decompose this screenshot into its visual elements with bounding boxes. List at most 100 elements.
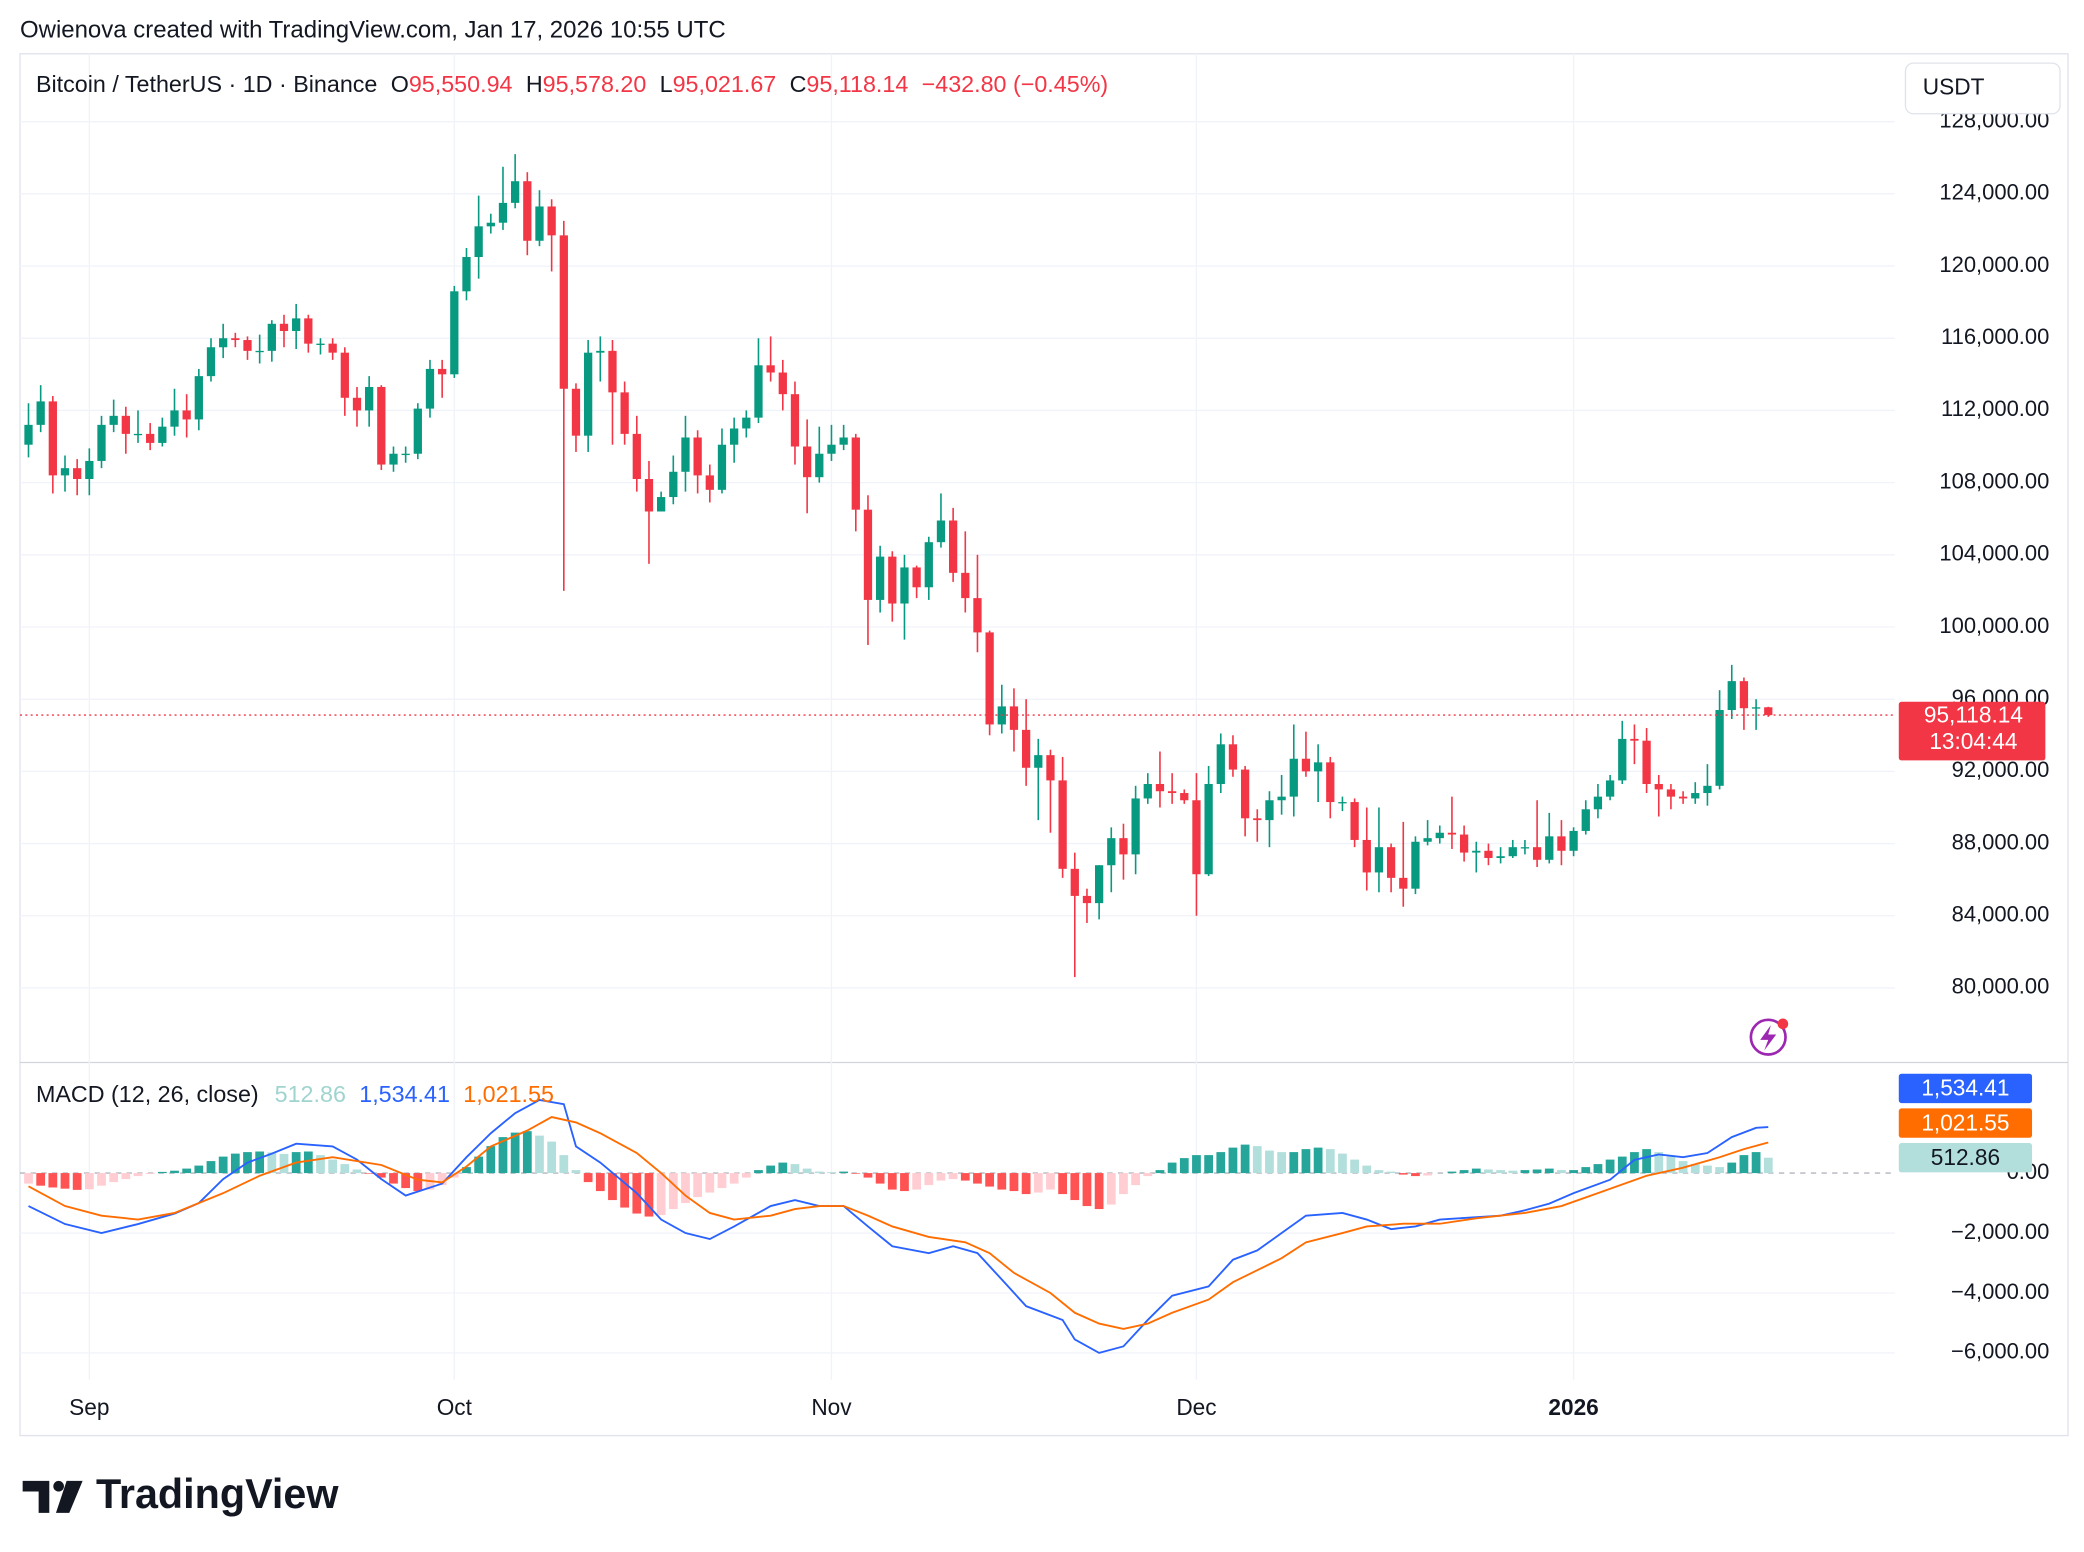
histogram-bar [1301,1149,1311,1174]
histogram-bar [206,1161,216,1174]
histogram-bar [218,1156,228,1174]
histogram-bar [924,1173,934,1186]
macd-tag [1898,1108,2033,1138]
ohlc-value: 95,550.94 [409,71,513,97]
histogram-bar [1557,1170,1566,1174]
candle-body [1654,784,1663,790]
ohlc-value: 95,118.14 [806,71,908,97]
candle-body [279,323,289,332]
change-value: −432.80 (−0.45%) [922,71,1109,97]
candle-body [535,206,544,241]
histogram-bar [389,1173,398,1184]
candle-body [523,181,532,241]
candle-body [1204,784,1213,875]
histogram-bar [267,1152,277,1174]
histogram-bar [535,1135,544,1174]
candle-body [24,424,33,445]
histogram-bar [1033,1173,1043,1193]
candle-body [705,475,714,490]
histogram-bar [1143,1173,1153,1177]
alert-icon[interactable] [1749,1018,1789,1056]
candle-body [547,206,556,236]
candle-body [1630,738,1639,741]
histogram-bar [133,1173,143,1177]
x-tick-label: 2026 [1548,1394,1598,1420]
candle-body [1313,762,1323,772]
histogram-bar [1058,1173,1068,1195]
candle-body [1289,758,1298,797]
histogram-bar [1496,1170,1505,1174]
candle-body [888,556,897,604]
histogram-bar [1009,1173,1019,1192]
histogram-bar [1228,1147,1238,1174]
candle-body [450,291,459,375]
candle-body [365,386,374,411]
candle-body [1581,809,1590,831]
candle-body [742,417,751,429]
x-tick-label: Sep [69,1394,109,1420]
histogram-bar [1338,1153,1347,1174]
histogram-bar [1520,1170,1530,1174]
histogram-bar [1265,1150,1274,1174]
candle-body [1155,784,1165,792]
candle-body [778,372,787,395]
candle-body [1411,841,1420,889]
histogram-bar [1252,1146,1262,1174]
histogram-bar [644,1173,654,1217]
histogram-bar [1544,1168,1554,1174]
y-tick-label: −4,000.00 [1951,1279,2049,1304]
y-tick-label: 120,000.00 [1939,252,2049,277]
histogram-bar [1398,1173,1408,1175]
last-price-tag [1898,701,2046,761]
candle-body [462,257,471,292]
candle-body [1180,793,1189,801]
candle-body [206,347,216,377]
candle-body [486,222,495,227]
histogram-bar [900,1173,909,1192]
histogram-bar [1131,1173,1141,1186]
candle-body [85,460,94,480]
candle-body [802,446,812,478]
candle-body [182,410,191,420]
candle-body [1386,847,1396,878]
currency-button[interactable] [1904,62,2061,115]
candle-body [1739,681,1749,709]
histogram-bar [754,1170,763,1174]
histogram-bar [790,1164,800,1174]
macd-title: MACD (12, 26, close) [36,1081,259,1107]
candle-body [815,453,824,478]
candle-body [158,426,167,443]
candle-body [60,468,70,476]
histogram-bar [230,1153,240,1174]
histogram-bar [973,1173,982,1184]
symbol-title: Bitcoin / TetherUS · 1D · Binance [36,71,377,97]
histogram-bar [1471,1168,1481,1174]
histogram-bar [1179,1158,1189,1174]
y-tick-label: 108,000.00 [1939,468,2049,493]
candle-body [1034,755,1043,768]
candle-body [754,365,763,418]
currency-label[interactable]: USDT [1923,73,1985,99]
histogram-bar [1763,1157,1773,1174]
histogram-bar [960,1173,970,1181]
histogram-bar [1459,1170,1469,1174]
candle-body [875,556,885,600]
ohlc-key: L [660,71,673,97]
candle-body [839,437,848,445]
histogram-bar [1313,1147,1323,1174]
candle-body [328,343,337,353]
candle-body [1021,729,1031,768]
histogram-bar [839,1171,849,1174]
histogram-bar [1447,1171,1457,1174]
candle-body [1751,707,1761,709]
ohlc-key: H [526,71,543,97]
candle-body [1459,834,1469,853]
y-tick-label: 80,000.00 [1952,974,2050,999]
y-tick-label: 92,000.00 [1952,757,2050,782]
candle-body [1107,838,1116,866]
histogram-bar [279,1153,289,1174]
candle-body [1350,802,1359,840]
candle-body [219,338,228,348]
y-tick-label: 100,000.00 [1939,613,2049,638]
candle-body [985,632,994,725]
